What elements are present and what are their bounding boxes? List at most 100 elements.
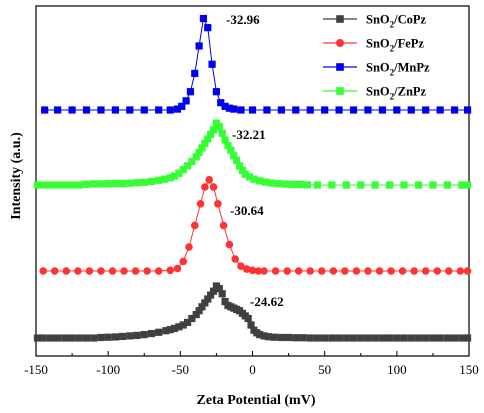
data-point — [242, 265, 251, 273]
data-point — [283, 267, 291, 275]
data-point — [207, 130, 215, 138]
data-point — [407, 106, 415, 114]
legend-marker — [336, 39, 344, 47]
data-point — [378, 106, 386, 114]
data-point — [111, 106, 119, 114]
data-point — [133, 179, 141, 187]
data-point — [443, 181, 451, 189]
data-point — [140, 178, 148, 186]
x-tick-label: -50 — [172, 362, 189, 377]
data-point — [170, 172, 179, 180]
data-point — [250, 175, 258, 183]
data-point — [214, 200, 222, 208]
data-point — [185, 243, 193, 251]
data-point — [463, 267, 472, 275]
data-point — [178, 102, 186, 110]
data-point — [126, 179, 134, 187]
data-point — [75, 334, 83, 342]
data-point — [155, 176, 163, 184]
data-point — [209, 126, 218, 134]
data-point — [166, 266, 175, 275]
data-point — [111, 333, 119, 341]
data-point — [237, 106, 245, 114]
data-point — [375, 267, 384, 275]
data-point — [306, 334, 314, 342]
data-point — [436, 334, 444, 342]
data-point — [82, 334, 91, 342]
data-point — [349, 106, 358, 114]
data-point — [256, 331, 264, 339]
data-point — [140, 331, 148, 339]
legend-item: SnO2/CoPz — [323, 13, 427, 30]
data-point — [458, 334, 466, 342]
data-point — [260, 332, 268, 340]
data-point — [179, 166, 187, 174]
data-point — [208, 60, 216, 68]
data-point — [292, 106, 300, 114]
data-point — [204, 295, 212, 303]
data-point — [207, 291, 215, 299]
legend-label: SnO2/CoPz — [366, 13, 427, 30]
data-point — [104, 180, 112, 188]
data-point — [267, 179, 275, 187]
data-point — [188, 314, 196, 323]
data-point — [97, 106, 105, 114]
legend-marker — [336, 63, 344, 71]
data-point — [166, 326, 174, 334]
series-sno2-fepz — [39, 176, 472, 275]
data-point — [198, 303, 206, 311]
data-point — [221, 102, 229, 110]
data-point — [170, 324, 179, 332]
data-point — [46, 181, 55, 189]
data-point — [90, 180, 98, 188]
data-point — [85, 267, 94, 275]
data-point — [292, 334, 300, 342]
data-point — [224, 142, 232, 150]
x-tick-label: -100 — [96, 362, 120, 377]
series-sno2-copz — [33, 282, 472, 342]
data-point — [225, 104, 234, 112]
data-point — [97, 180, 105, 188]
data-point — [248, 106, 257, 114]
data-point — [221, 136, 229, 144]
data-point — [387, 267, 395, 275]
data-point — [97, 333, 105, 342]
data-point — [364, 267, 372, 275]
data-point — [260, 267, 268, 275]
data-point — [82, 106, 91, 114]
legend-item: SnO2/ZnPz — [323, 85, 427, 102]
data-point — [230, 152, 238, 160]
data-point — [218, 129, 226, 137]
data-point — [261, 178, 270, 186]
data-point — [282, 180, 290, 188]
data-point — [299, 334, 307, 342]
data-point — [191, 69, 199, 77]
legend-marker — [336, 15, 344, 23]
data-point — [173, 105, 182, 113]
data-point — [209, 287, 218, 295]
data-point — [371, 334, 379, 342]
data-point — [195, 307, 203, 315]
data-point — [328, 181, 336, 189]
data-point — [120, 267, 128, 275]
peak-annotations: -24.62 -30.64 -32.96 -32.21 — [226, 12, 284, 309]
data-point — [41, 106, 49, 114]
data-point — [204, 24, 212, 32]
data-point — [90, 334, 98, 342]
data-point — [68, 334, 76, 342]
data-point — [246, 173, 254, 181]
data-point — [39, 181, 47, 189]
data-point — [221, 298, 229, 306]
data-point — [271, 267, 280, 275]
data-point — [33, 181, 42, 189]
legend: SnO2/CoPz SnO2/FePz SnO2/MnPz SnO2/ZnPz — [323, 13, 430, 102]
data-point — [463, 181, 472, 189]
data-point — [313, 181, 322, 189]
series-layer — [33, 14, 472, 342]
data-point — [398, 267, 407, 275]
data-point — [217, 99, 225, 107]
data-point — [175, 323, 183, 331]
data-point — [458, 181, 466, 189]
data-point — [321, 106, 329, 114]
data-point — [463, 106, 472, 114]
